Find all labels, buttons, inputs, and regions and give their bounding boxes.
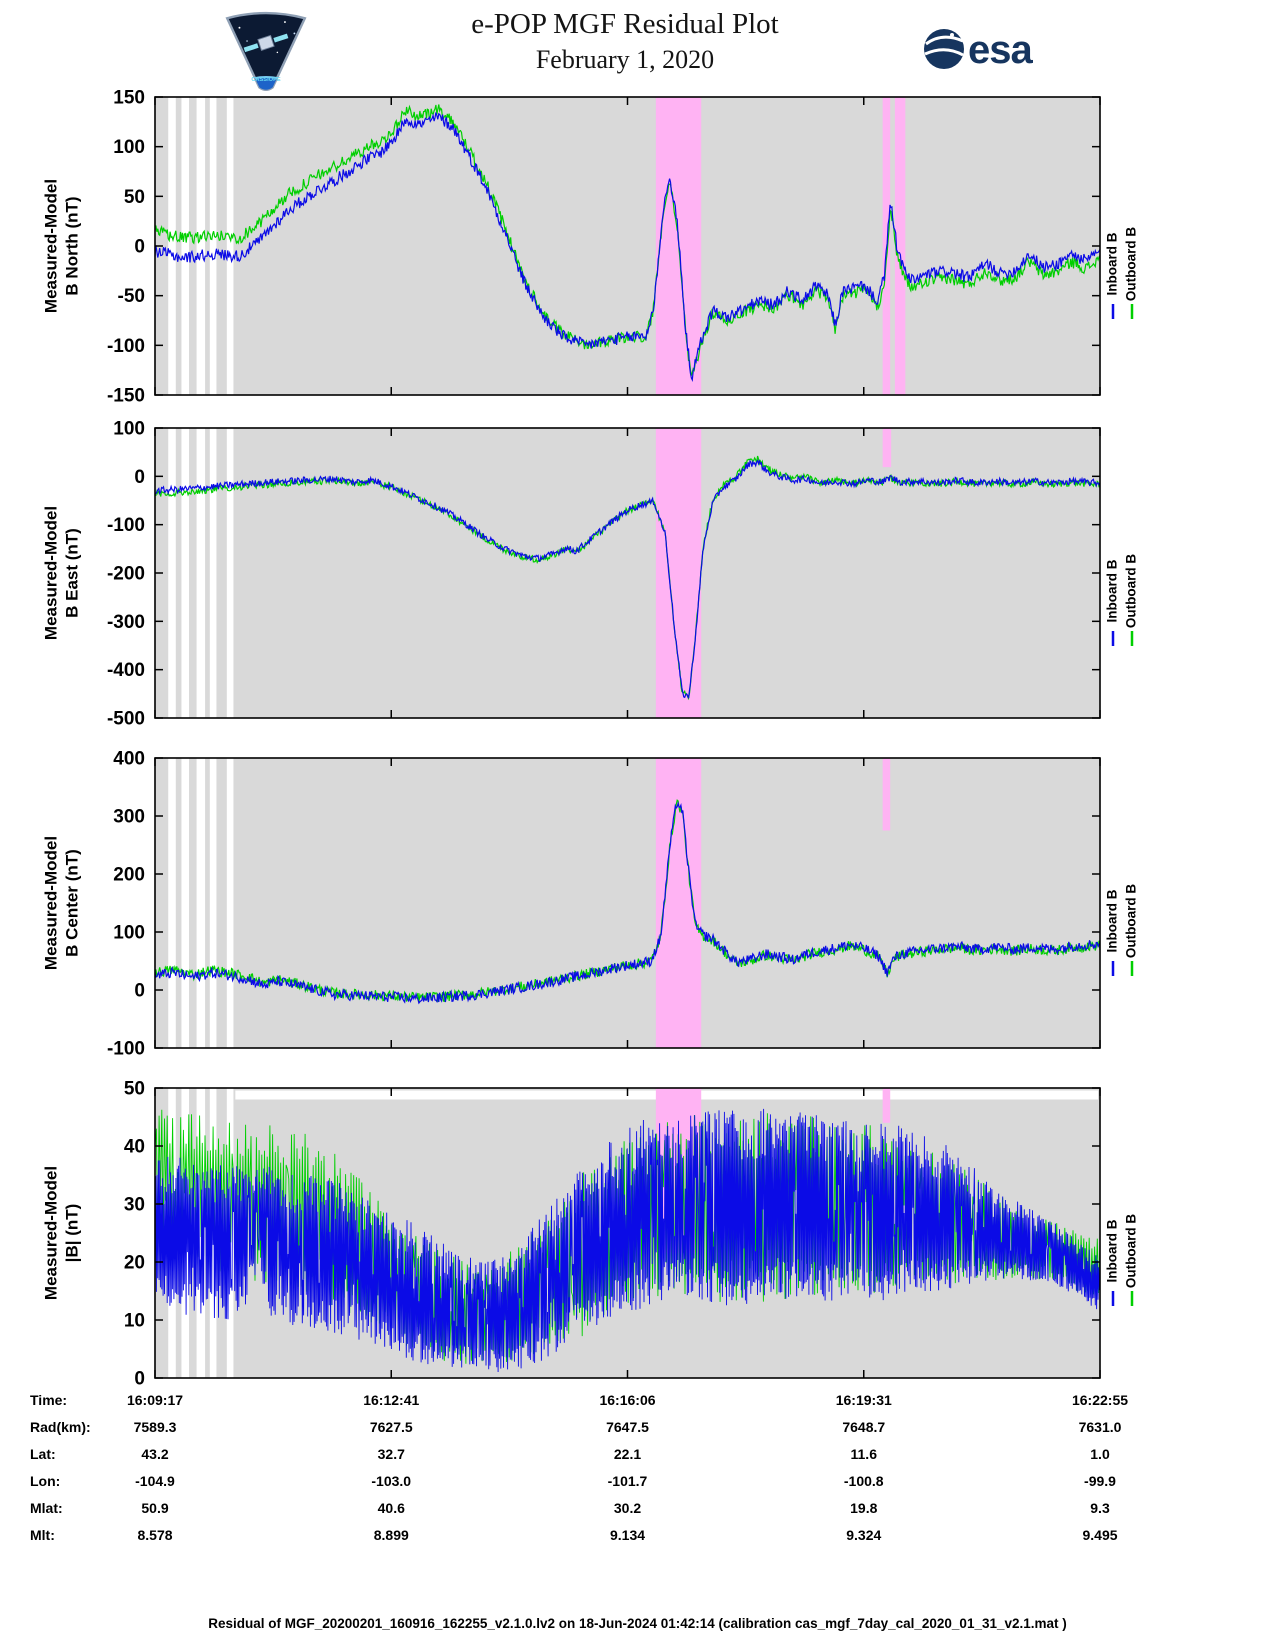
y-tick-label: 100 xyxy=(113,419,145,440)
y-tick-label: -150 xyxy=(107,386,145,407)
legend-label-inboard: Inboard B xyxy=(1105,559,1120,622)
y-axis-label: B North (nT) xyxy=(62,196,81,295)
data-gap-stripe xyxy=(168,428,176,718)
y-axis-label: Measured-Model xyxy=(41,1166,60,1300)
y-tick-label: -50 xyxy=(118,286,145,307)
y-axis-label: Measured-Model xyxy=(41,836,60,970)
data-gap-stripe xyxy=(168,97,176,395)
legend-label-outboard: Outboard B xyxy=(1124,884,1139,958)
esa-logo-text: esa xyxy=(968,28,1033,72)
y-tick-label: -400 xyxy=(107,660,145,681)
esa-logo: esa xyxy=(924,28,1034,72)
y-tick-label: -100 xyxy=(107,515,145,536)
y-tick-label: -100 xyxy=(107,1039,145,1060)
y-tick-label: 30 xyxy=(124,1195,145,1216)
title-block: e-POP MGF Residual Plot February 1, 2020 xyxy=(390,8,860,75)
y-tick-label: 0 xyxy=(134,981,145,1002)
cassiope-mission-patch: CASSIOPE xyxy=(225,11,307,91)
y-tick-label: 10 xyxy=(124,1311,145,1332)
panel-b-east: 100 0 -100 -200 -300 -400 -500 Measured-Model B … xyxy=(41,419,1138,730)
y-tick-label: 50 xyxy=(124,187,145,208)
plot-background xyxy=(155,97,1100,395)
plot-date: February 1, 2020 xyxy=(535,45,715,74)
y-tick-label: 400 xyxy=(113,749,145,770)
data-gap-stripe xyxy=(226,428,234,718)
data-gap-stripe xyxy=(209,758,217,1048)
plot-background xyxy=(155,758,1100,1048)
header: CASSIOPE e-POP MGF Residual Plot Februar… xyxy=(0,0,1275,96)
y-axis-label: B Center (nT) xyxy=(62,849,81,957)
legend-label-inboard: Inboard B xyxy=(1105,232,1120,295)
footer-text: Residual of MGF_20200201_160916_162255_v… xyxy=(208,1616,1067,1631)
y-tick-label: 150 xyxy=(113,88,145,109)
y-tick-label: 0 xyxy=(134,237,145,258)
legend-label-outboard: Outboard B xyxy=(1124,1214,1139,1288)
panel-b-mag: 50 40 30 20 10 0 Measured-Model |B| (nT) Inboard… xyxy=(41,1079,1138,1390)
inboard-b-trace xyxy=(154,112,1101,383)
y-tick-label: -200 xyxy=(107,564,145,585)
legend-label-outboard: Outboard B xyxy=(1124,554,1139,628)
y-axis-label: B East (nT) xyxy=(62,528,81,618)
plot-title: e-POP MGF Residual Plot xyxy=(471,8,779,40)
legend-label-inboard: Inboard B xyxy=(1105,1219,1120,1282)
data-gap-stripe xyxy=(181,758,190,1048)
y-tick-label: 50 xyxy=(124,1079,145,1100)
data-gap-stripe xyxy=(226,758,234,1048)
inboard-b-trace xyxy=(154,800,1101,1005)
y-tick-label: -100 xyxy=(107,336,145,357)
y-tick-label: 40 xyxy=(124,1137,145,1158)
flagged-region xyxy=(655,428,702,718)
patch-label: CASSIOPE xyxy=(251,77,281,83)
patch-satellite xyxy=(243,33,289,53)
plot-background xyxy=(155,428,1100,718)
flagged-region xyxy=(894,97,906,395)
y-axis-label: Measured-Model xyxy=(41,506,60,640)
y-tick-label: 0 xyxy=(134,1369,145,1390)
y-tick-label: -500 xyxy=(107,709,145,730)
y-tick-label: 20 xyxy=(124,1253,145,1274)
flagged-region xyxy=(882,1088,891,1123)
inboard-b-trace xyxy=(154,1108,1101,1373)
data-gap-stripe xyxy=(209,428,217,718)
inboard-b-trace xyxy=(154,458,1101,699)
y-tick-label: 300 xyxy=(113,807,145,828)
data-gap-stripe xyxy=(196,428,206,718)
legend-label-inboard: Inboard B xyxy=(1105,889,1120,952)
data-gap-stripe xyxy=(196,97,206,395)
flagged-region xyxy=(882,758,891,831)
flagged-region xyxy=(882,428,892,468)
data-gap-stripe xyxy=(168,758,176,1048)
y-axis-label: |B| (nT) xyxy=(62,1204,81,1263)
data-gap-stripe xyxy=(209,97,217,395)
panel-b-north: 150 100 50 0 -50 -100 -150 Measured-Model B Nort… xyxy=(41,88,1138,407)
data-gap-stripe xyxy=(181,428,190,718)
legend-label-outboard: Outboard B xyxy=(1124,227,1139,301)
y-tick-label: 0 xyxy=(134,467,145,488)
y-tick-label: 200 xyxy=(113,865,145,886)
y-tick-label: 100 xyxy=(113,923,145,944)
data-gap-stripe xyxy=(196,758,206,1048)
data-gap-stripe xyxy=(226,97,234,395)
y-axis-label: Measured-Model xyxy=(41,179,60,313)
data-gap-stripe xyxy=(181,97,190,395)
y-tick-label: 100 xyxy=(113,137,145,158)
y-tick-label: -300 xyxy=(107,612,145,633)
panel-b-center: 400 300 200 100 0 -100 Measured-Model B Center … xyxy=(41,749,1138,1060)
